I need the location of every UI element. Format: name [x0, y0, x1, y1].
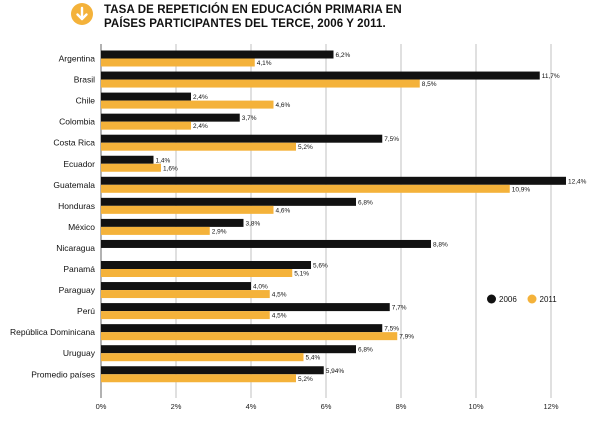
data-label: 7,5%: [384, 136, 399, 143]
bar-2011: [101, 353, 304, 362]
data-label: 4,1%: [257, 60, 272, 67]
category-label: Colombia: [59, 117, 95, 127]
data-label: 12,4%: [568, 178, 587, 185]
bar-2011: [101, 374, 296, 383]
category-label: Paraguay: [59, 285, 96, 295]
data-label: 10,9%: [512, 186, 531, 193]
data-label: 3,7%: [242, 115, 257, 122]
data-label: 5,4%: [306, 355, 321, 362]
bar-2006: [101, 324, 383, 333]
data-label: 4,5%: [272, 313, 287, 320]
bar-2011: [101, 142, 296, 151]
x-tick-label: 6%: [321, 402, 332, 411]
bar-2006: [101, 92, 191, 101]
category-label: Uruguay: [63, 348, 96, 358]
data-label: 4,6%: [276, 102, 291, 109]
bar-2006: [101, 113, 240, 122]
data-label: 1,4%: [156, 157, 171, 164]
data-label: 8,8%: [433, 241, 448, 248]
data-label: 4,0%: [253, 284, 268, 291]
data-label: 6,8%: [358, 199, 373, 206]
category-label: Brasil: [74, 75, 95, 85]
bar-2006: [101, 282, 251, 291]
legend-label-2006: 2006: [499, 295, 517, 304]
category-label: Costa Rica: [53, 138, 95, 148]
category-label: Perú: [77, 306, 95, 316]
chart-title-line-1: TASA DE REPETICIÓN EN EDUCACIÓN PRIMARIA…: [104, 4, 402, 16]
category-label: Honduras: [58, 201, 95, 211]
bar-2006: [101, 303, 390, 312]
bar-2006: [101, 366, 324, 375]
x-tick-label: 2%: [171, 402, 182, 411]
data-label: 7,9%: [399, 334, 414, 341]
data-label: 2,4%: [193, 123, 208, 130]
data-label: 5,2%: [298, 376, 313, 383]
bar-2006: [101, 239, 431, 248]
bar-2011: [101, 226, 210, 235]
bar-2006: [101, 261, 311, 269]
chart-title-line-2: PAÍSES PARTICIPANTES DEL TERCE, 2006 Y 2…: [104, 18, 386, 30]
chart-header: TASA DE REPETICIÓN EN EDUCACIÓN PRIMARIA…: [0, 0, 600, 40]
x-tick-label: 0%: [96, 402, 107, 411]
category-label: Ecuador: [63, 159, 95, 169]
data-label: 2,4%: [193, 94, 208, 101]
data-label: 4,6%: [276, 207, 291, 214]
data-label: 5,94%: [326, 368, 345, 375]
bar-2006: [101, 197, 356, 206]
x-tick-label: 12%: [543, 402, 558, 411]
category-label: Nicaragua: [56, 243, 95, 253]
legend-label-2011: 2011: [540, 295, 558, 304]
bar-2011: [101, 184, 510, 193]
bar-2011: [101, 290, 270, 299]
category-label: Panamá: [63, 264, 95, 274]
data-label: 11,7%: [542, 73, 560, 80]
data-label: 5,1%: [294, 271, 309, 278]
data-label: 3,8%: [246, 220, 261, 227]
category-label: Chile: [76, 96, 96, 106]
data-label: 6,8%: [358, 347, 373, 354]
data-label: 5,6%: [313, 263, 328, 270]
bar-2011: [101, 311, 270, 320]
arrow-down-icon: [71, 3, 93, 25]
data-label: 8,5%: [422, 81, 437, 88]
data-label: 6,2%: [336, 52, 351, 59]
legend-marker-2011: [527, 294, 537, 304]
data-label: 4,5%: [272, 292, 287, 299]
data-label: 7,5%: [384, 326, 399, 333]
bar-2006: [101, 155, 154, 164]
bar-2006: [101, 134, 383, 143]
bar-2011: [101, 79, 420, 88]
data-label: 7,7%: [392, 305, 407, 312]
category-label: Promedio países: [31, 369, 95, 379]
bar-2006: [101, 345, 356, 354]
bar-2006: [101, 50, 334, 59]
bar-2011: [101, 269, 293, 277]
x-tick-label: 8%: [396, 402, 407, 411]
bar-2006: [101, 218, 244, 227]
category-label: Guatemala: [53, 180, 95, 190]
bar-2011: [101, 163, 161, 172]
chart-title: TASA DE REPETICIÓN EN EDUCACIÓN PRIMARIA…: [104, 3, 504, 31]
bar-2011: [101, 121, 191, 130]
category-label: Argentina: [59, 54, 96, 64]
data-label: 2,9%: [212, 228, 227, 235]
category-label: México: [68, 222, 95, 232]
bar-2011: [101, 58, 255, 67]
data-label: 1,6%: [163, 165, 178, 172]
legend-marker-2006: [487, 294, 496, 304]
bar-2011: [101, 205, 274, 214]
data-label: 5,2%: [298, 144, 313, 151]
x-tick-label: 4%: [246, 402, 257, 411]
bar-2006: [101, 176, 566, 185]
bar-2006: [101, 71, 540, 80]
x-tick-label: 10%: [468, 402, 483, 411]
category-label: República Dominicana: [10, 327, 95, 337]
bar-2011: [101, 332, 398, 341]
bar-2011: [101, 100, 274, 109]
